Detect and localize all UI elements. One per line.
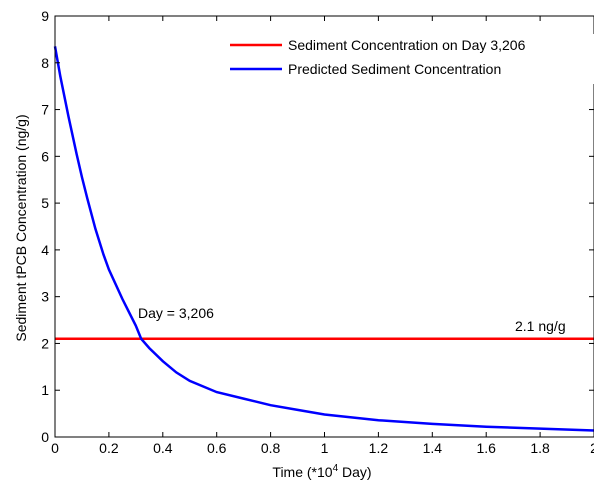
legend-label-red: Sediment Concentration on Day 3,206 — [288, 37, 526, 53]
y-tick-label: 9 — [41, 8, 49, 24]
axis-labels: Time (*104 Day) Sediment tPCB Concentrat… — [13, 114, 372, 480]
legend-label-blue: Predicted Sediment Concentration — [288, 61, 501, 77]
y-tick-label: 1 — [41, 382, 49, 398]
series-line-1 — [53, 46, 594, 432]
y-tick-label: 0 — [41, 429, 49, 445]
x-tick-label: 1.6 — [476, 440, 496, 456]
y-tick-label: 6 — [41, 148, 49, 164]
annotation-day: Day = 3,206 — [138, 305, 214, 321]
y-tick-label: 2 — [41, 335, 49, 351]
x-tick-label: 0.4 — [153, 440, 173, 456]
x-tick-label: 0.8 — [261, 440, 281, 456]
x-tick-label: 0 — [51, 440, 59, 456]
x-tick-label: 0.6 — [207, 440, 227, 456]
legend-box — [223, 34, 594, 84]
x-tick-label: 0.2 — [99, 440, 119, 456]
annotation-layer: Day = 3,206 2.1 ng/g — [138, 305, 566, 334]
x-tick-label: 2 — [590, 440, 594, 456]
y-tick-label: 8 — [41, 55, 49, 71]
x-tick-label: 1 — [321, 440, 329, 456]
y-axis-label: Sediment tPCB Concentration (ng/g) — [13, 114, 29, 341]
annotation-value: 2.1 ng/g — [515, 318, 566, 334]
x-tick-label: 1.4 — [423, 440, 443, 456]
plot-layer — [53, 46, 594, 432]
legend: Sediment Concentration on Day 3,206 Pred… — [223, 34, 594, 84]
x-axis-label: Time (*104 Day) — [272, 463, 371, 480]
x-tick-label: 1.8 — [530, 440, 550, 456]
y-tick-label: 7 — [41, 102, 49, 118]
y-tick-label: 5 — [41, 195, 49, 211]
y-tick-label: 4 — [41, 242, 49, 258]
axes-layer: 0 0.2 0.4 0.6 0.8 1 1.2 1.4 1.6 1.8 2 0 1 2 3 4 5 6 7 8 9 — [41, 8, 594, 456]
y-tick-label: 3 — [41, 289, 49, 305]
x-tick-label: 1.2 — [369, 440, 389, 456]
